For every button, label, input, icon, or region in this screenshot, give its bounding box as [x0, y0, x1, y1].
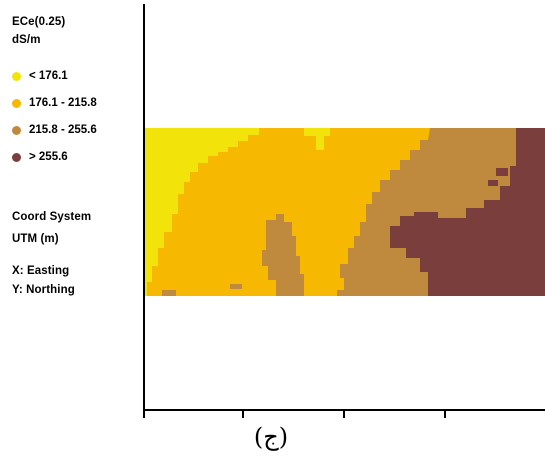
- legend-item-label: > 255.6: [29, 151, 68, 163]
- x-tick: [242, 411, 244, 418]
- map-zone-215-255: [262, 214, 304, 296]
- map-zone-215-255: [162, 290, 176, 296]
- map-canvas: [144, 128, 545, 296]
- legend-item-label: < 176.1: [29, 70, 68, 82]
- map-zone-lt-176: [316, 136, 324, 150]
- legend-item-label: 176.1 - 215.8: [29, 97, 97, 109]
- x-tick: [444, 411, 446, 418]
- map-zone-gt-255: [496, 168, 508, 176]
- legend-item-gt-255: > 255.6: [12, 150, 68, 164]
- map-zone-gt-255: [390, 128, 545, 296]
- legend-item-215-255: 215.8 - 255.6: [12, 123, 97, 137]
- legend-panel: ECe(0.25) dS/m < 176.1 176.1 - 215.8 215…: [0, 0, 140, 469]
- map-zone-gt-255: [488, 180, 498, 186]
- x-tick: [143, 411, 145, 418]
- figure-caption: (ج): [253, 423, 289, 451]
- legend-item-176-215: 176.1 - 215.8: [12, 96, 97, 110]
- legend-unit: dS/m: [12, 34, 41, 46]
- x-tick: [343, 411, 345, 418]
- map-zone-215-255: [230, 284, 242, 289]
- coord-system-label: Coord System: [12, 211, 92, 223]
- salinity-map: [144, 4, 545, 410]
- legend-title: ECe(0.25): [12, 16, 66, 28]
- legend-swatch: [12, 98, 21, 108]
- legend-swatch: [12, 71, 21, 81]
- legend-swatch: [12, 152, 21, 162]
- legend-item-label: 215.8 - 255.6: [29, 124, 97, 136]
- coord-units-label: UTM (m): [12, 233, 59, 245]
- y-axis-label: Y: Northing: [12, 284, 75, 296]
- legend-swatch: [12, 125, 21, 135]
- map-bottom-axis: [143, 409, 545, 411]
- x-axis-label: X: Easting: [12, 265, 70, 277]
- map-zone-lt-176: [144, 128, 259, 296]
- map-left-axis: [143, 4, 145, 410]
- map-zone-lt-176: [304, 128, 330, 136]
- legend-item-lt-176: < 176.1: [12, 69, 68, 83]
